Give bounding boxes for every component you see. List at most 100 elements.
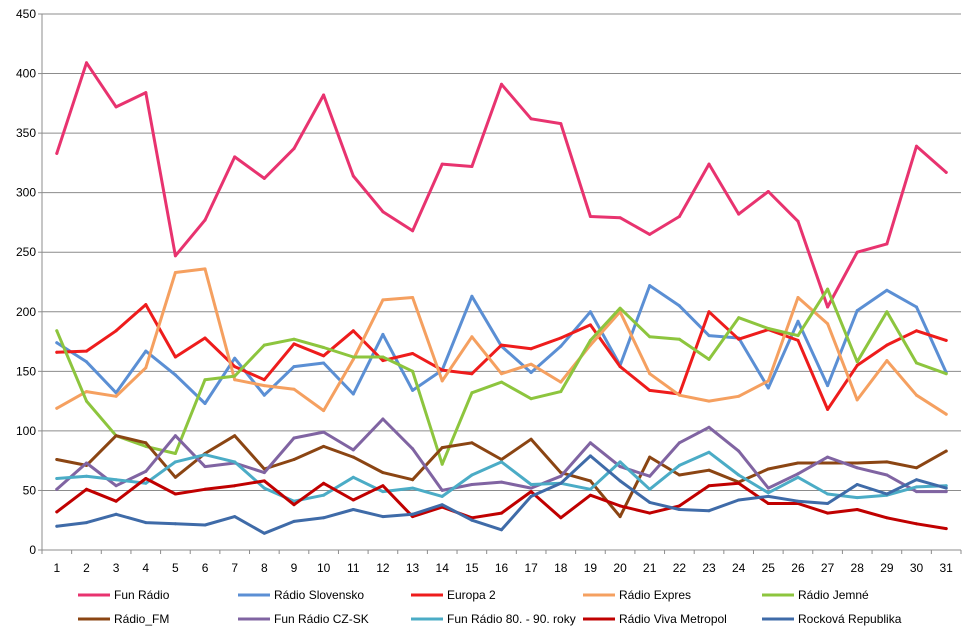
data-point <box>381 298 385 302</box>
axes <box>41 14 961 551</box>
data-point <box>677 508 681 511</box>
data-point <box>411 369 415 373</box>
data-point <box>292 387 296 391</box>
data-point <box>529 437 533 441</box>
data-point <box>85 521 88 525</box>
data-point <box>618 460 622 464</box>
data-point <box>707 162 711 166</box>
data-point <box>351 357 355 361</box>
data-point <box>885 288 889 292</box>
data-point <box>529 490 533 494</box>
legend-label: Fun Rádio CZ-SK <box>274 612 369 626</box>
data-point <box>262 176 266 180</box>
x-tick-label: 1 <box>53 561 60 575</box>
x-tick-label: 21 <box>643 561 657 575</box>
data-point <box>114 512 118 516</box>
data-point <box>677 304 681 308</box>
data-point <box>737 498 741 502</box>
data-point <box>885 359 889 363</box>
x-tick-label: 14 <box>436 561 450 575</box>
data-point <box>351 448 355 452</box>
data-point <box>885 460 889 464</box>
data-point <box>322 444 326 448</box>
data-point <box>144 91 148 95</box>
data-point <box>173 460 177 464</box>
data-point <box>203 378 207 382</box>
data-point <box>944 338 948 342</box>
data-point <box>85 61 88 65</box>
data-point <box>292 458 296 461</box>
data-point <box>648 500 652 504</box>
x-tick-label: 22 <box>673 561 687 575</box>
data-point <box>351 508 355 511</box>
data-point <box>707 484 711 488</box>
data-point <box>144 521 148 525</box>
data-point <box>766 494 770 498</box>
series-line <box>55 267 948 416</box>
data-point <box>55 406 59 410</box>
data-point <box>944 412 948 416</box>
data-point <box>885 492 889 496</box>
x-tick-label: 20 <box>613 561 627 575</box>
data-point <box>944 486 948 490</box>
data-point <box>351 475 355 479</box>
data-point <box>796 334 800 338</box>
x-tick-label: 7 <box>231 561 238 575</box>
data-point <box>707 399 711 403</box>
data-point <box>292 337 296 341</box>
data-point <box>737 394 741 398</box>
data-point <box>677 393 681 397</box>
data-point <box>203 402 207 405</box>
x-tick-label: 5 <box>172 561 179 575</box>
data-point <box>55 487 59 491</box>
data-point <box>381 210 385 214</box>
data-point <box>440 488 444 492</box>
data-point <box>322 430 326 434</box>
data-point <box>500 343 503 347</box>
data-point <box>648 474 652 478</box>
x-tick-label: 16 <box>495 561 509 575</box>
data-point <box>885 516 889 520</box>
data-point <box>470 441 474 445</box>
data-point <box>440 379 444 383</box>
data-point <box>737 449 741 453</box>
data-point <box>411 478 415 482</box>
data-point <box>203 487 207 491</box>
data-point <box>411 512 415 516</box>
data-point <box>796 319 800 323</box>
y-tick-label: 400 <box>16 67 36 81</box>
data-point <box>500 380 503 384</box>
data-point <box>322 93 326 97</box>
data-point <box>618 504 622 508</box>
legend-label: Fun Rádio 80. - 90. roky <box>447 612 576 626</box>
data-point <box>766 379 770 383</box>
data-point <box>529 494 533 498</box>
data-point <box>470 391 474 395</box>
y-tick-label: 450 <box>16 7 36 21</box>
data-point <box>915 490 918 494</box>
data-point <box>262 486 266 490</box>
data-point <box>173 355 177 359</box>
x-tick-label: 23 <box>702 561 716 575</box>
data-point <box>737 337 741 341</box>
data-point <box>262 471 266 475</box>
data-point <box>915 305 918 309</box>
data-point <box>351 355 355 359</box>
data-point <box>322 361 326 365</box>
data-point <box>233 484 237 488</box>
data-point <box>944 527 948 531</box>
x-tick-label: 28 <box>851 561 865 575</box>
data-point <box>292 503 296 507</box>
data-point <box>411 296 415 299</box>
data-point <box>796 475 800 479</box>
data-point <box>855 496 859 500</box>
x-tick-label: 25 <box>762 561 776 575</box>
data-point <box>440 446 444 450</box>
data-point <box>588 493 592 497</box>
x-tick-label: 30 <box>910 561 924 575</box>
data-point <box>648 487 652 491</box>
x-tick-label: 3 <box>113 561 120 575</box>
data-point <box>85 474 88 478</box>
data-point <box>944 372 948 376</box>
